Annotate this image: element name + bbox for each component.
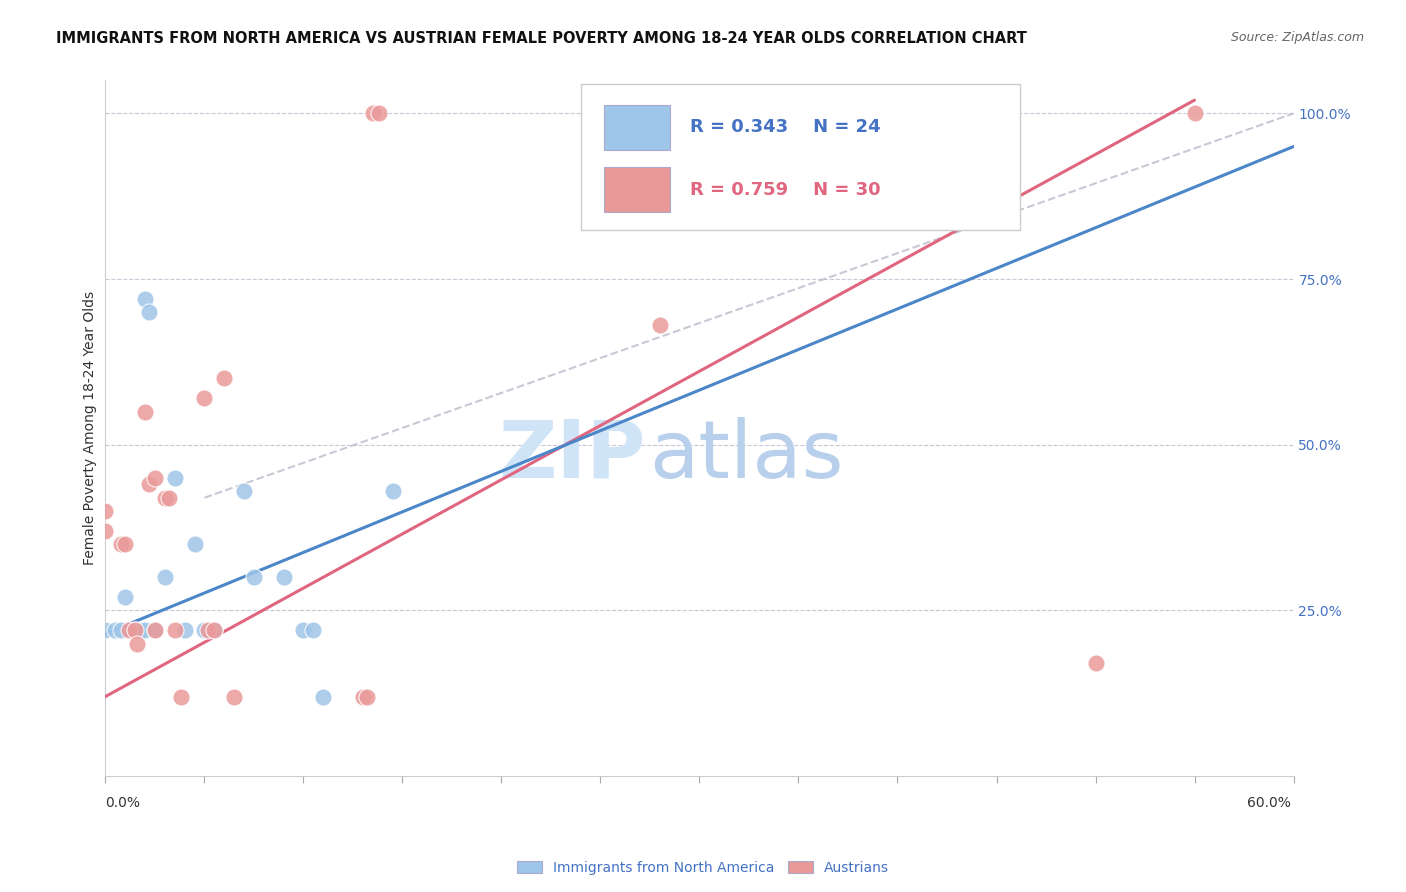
FancyBboxPatch shape bbox=[605, 168, 669, 212]
Point bbox=[143, 624, 166, 638]
Point bbox=[1184, 106, 1206, 120]
Point bbox=[183, 537, 205, 551]
Point bbox=[381, 484, 404, 499]
Point bbox=[302, 624, 325, 638]
Text: R = 0.759    N = 30: R = 0.759 N = 30 bbox=[690, 180, 880, 199]
Point bbox=[157, 491, 180, 505]
Text: R = 0.343    N = 24: R = 0.343 N = 24 bbox=[690, 118, 880, 136]
Point bbox=[127, 636, 149, 650]
Text: ZIP: ZIP bbox=[499, 417, 645, 495]
Point bbox=[118, 624, 141, 638]
Point bbox=[273, 570, 295, 584]
Legend: Immigrants from North America, Austrians: Immigrants from North America, Austrians bbox=[512, 855, 894, 880]
Text: 0.0%: 0.0% bbox=[105, 797, 141, 810]
Point bbox=[129, 624, 152, 638]
Point bbox=[138, 305, 160, 319]
Point bbox=[138, 477, 160, 491]
Point bbox=[114, 590, 136, 604]
Point bbox=[124, 624, 146, 638]
Point bbox=[312, 690, 335, 704]
Point bbox=[104, 624, 127, 638]
Point bbox=[134, 292, 156, 306]
Point bbox=[153, 491, 176, 505]
Point bbox=[153, 570, 176, 584]
Point bbox=[143, 471, 166, 485]
Point bbox=[173, 624, 195, 638]
Point bbox=[134, 624, 156, 638]
Point bbox=[224, 690, 246, 704]
Point bbox=[367, 106, 389, 120]
Point bbox=[124, 624, 146, 638]
Text: atlas: atlas bbox=[650, 417, 844, 495]
Point bbox=[134, 404, 156, 418]
Point bbox=[110, 537, 132, 551]
Point bbox=[856, 106, 879, 120]
Point bbox=[94, 524, 117, 538]
FancyBboxPatch shape bbox=[581, 84, 1021, 230]
Point bbox=[352, 690, 374, 704]
Text: 60.0%: 60.0% bbox=[1247, 797, 1291, 810]
Text: IMMIGRANTS FROM NORTH AMERICA VS AUSTRIAN FEMALE POVERTY AMONG 18-24 YEAR OLDS C: IMMIGRANTS FROM NORTH AMERICA VS AUSTRIA… bbox=[56, 31, 1028, 46]
Point bbox=[197, 624, 219, 638]
Point bbox=[846, 106, 869, 120]
Point bbox=[110, 624, 132, 638]
Point bbox=[193, 624, 215, 638]
Point bbox=[143, 624, 166, 638]
Point bbox=[356, 690, 378, 704]
Point bbox=[163, 624, 186, 638]
Point bbox=[163, 471, 186, 485]
Point bbox=[94, 624, 117, 638]
Point bbox=[243, 570, 266, 584]
Y-axis label: Female Poverty Among 18-24 Year Olds: Female Poverty Among 18-24 Year Olds bbox=[83, 291, 97, 566]
Point bbox=[648, 318, 671, 333]
Text: Source: ZipAtlas.com: Source: ZipAtlas.com bbox=[1230, 31, 1364, 45]
Point bbox=[202, 624, 225, 638]
FancyBboxPatch shape bbox=[605, 104, 669, 150]
Point bbox=[114, 537, 136, 551]
Point bbox=[361, 106, 384, 120]
Point bbox=[94, 504, 117, 518]
Point bbox=[292, 624, 315, 638]
Point bbox=[846, 106, 869, 120]
Point bbox=[202, 624, 225, 638]
Point bbox=[214, 371, 236, 385]
Point bbox=[170, 690, 193, 704]
Point bbox=[658, 106, 681, 120]
Point bbox=[233, 484, 256, 499]
Point bbox=[1084, 657, 1107, 671]
Point bbox=[193, 392, 215, 406]
